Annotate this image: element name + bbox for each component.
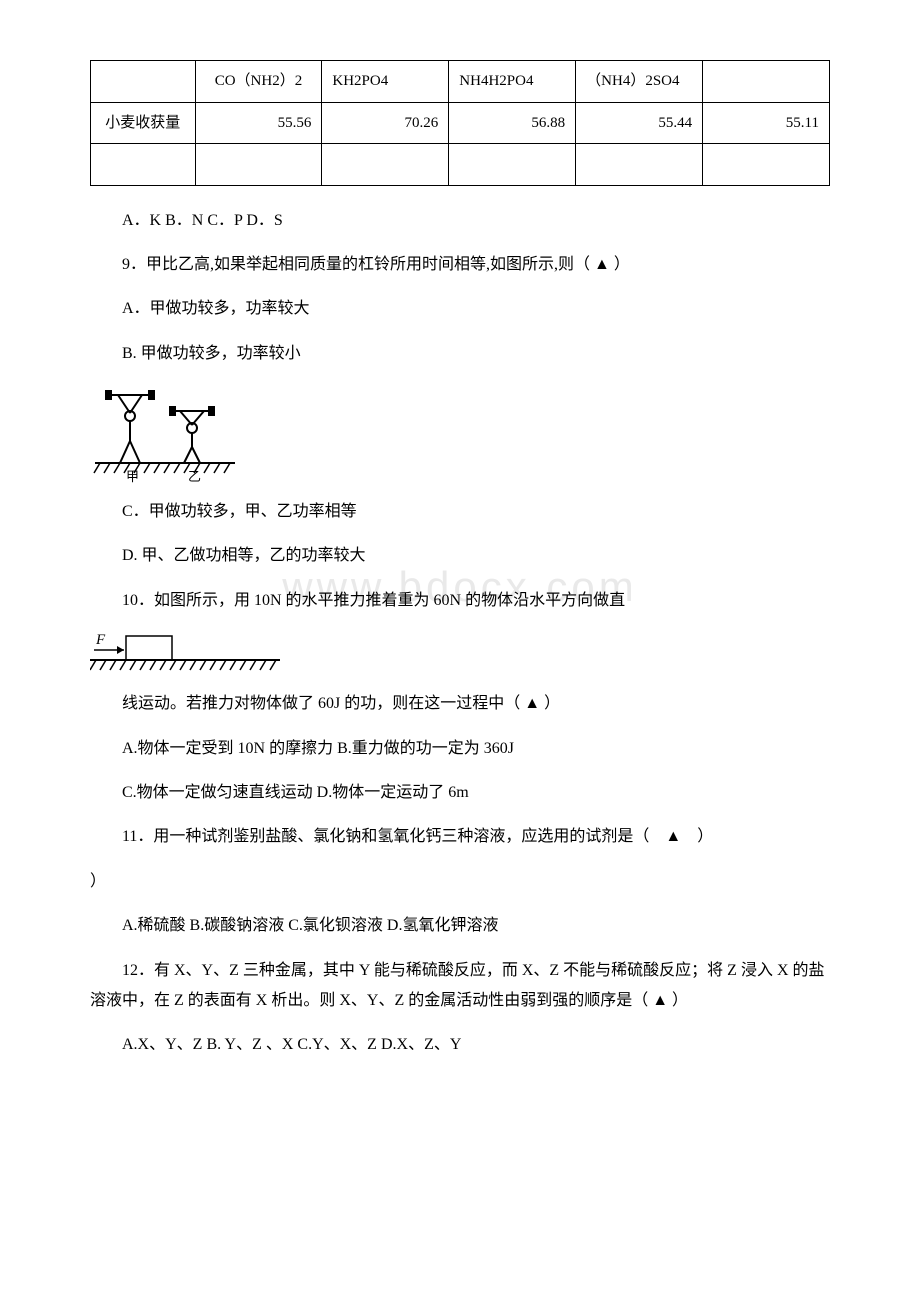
q10-figure: F [90,630,830,675]
q11-stem: 11．用一种试剂鉴别盐酸、氯化钠和氢氧化钙三种溶液，应选用的试剂是（ ▲ ） [90,822,830,852]
cell: NH4H2PO4 [449,61,576,103]
cell [449,144,576,186]
q11-tail: ） [90,867,830,897]
cell [195,144,322,186]
q10-stem: 10．如图所示，用 10N 的水平推力推着重为 60N 的物体沿水平方向做直 [90,586,830,616]
cell: 小麦收获量 [91,102,196,144]
q10-cont: 线运动。若推力对物体做了 60J 的功，则在这一过程中（ ▲ ） [90,689,830,719]
cell [576,144,703,186]
q9-figure: 甲 乙 [90,383,830,483]
q12-choices: A.X、Y、Z B. Y、Z 、X C.Y、X、Z D.X、Z、Y [90,1030,830,1060]
cell: 56.88 [449,102,576,144]
cell: 55.11 [703,102,830,144]
q10-options-ab: A.物体一定受到 10N 的摩擦力 B.重力做的功一定为 360J [90,734,830,764]
push-block-icon: F [90,630,280,675]
weightlifter-icon: 甲 乙 [90,383,240,483]
q10-options-cd: C.物体一定做匀速直线运动 D.物体一定运动了 6m [90,778,830,808]
fig-label-yi: 乙 [188,469,201,483]
cell: 70.26 [322,102,449,144]
cell: （NH4）2SO4 [576,61,703,103]
cell: 55.44 [576,102,703,144]
fig-label-jia: 甲 [126,469,139,483]
q9-option-c: C．甲做功较多，甲、乙功率相等 [90,497,830,527]
cell: 55.56 [195,102,322,144]
table-row: 小麦收获量 55.56 70.26 56.88 55.44 55.11 [91,102,830,144]
fig-label-f: F [95,632,106,648]
cell [91,144,196,186]
q8-choices: A．K B．N C．P D．S [90,206,830,236]
q9-stem: 9．甲比乙高,如果举起相同质量的杠铃所用时间相等,如图所示,则（ ▲ ） [90,250,830,280]
cell: CO（NH2）2 [195,61,322,103]
q9-option-b: B. 甲做功较多，功率较小 [90,339,830,369]
cell [322,144,449,186]
cell [703,144,830,186]
q11-choices: A.稀硫酸 B.碳酸钠溶液 C.氯化钡溶液 D.氢氧化钾溶液 [90,911,830,941]
data-table: CO（NH2）2 KH2PO4 NH4H2PO4 （NH4）2SO4 小麦收获量… [90,60,830,186]
q9-option-d: D. 甲、乙做功相等，乙的功率较大 [90,541,830,571]
q12-stem: 12．有 X、Y、Z 三种金属，其中 Y 能与稀硫酸反应，而 X、Z 不能与稀硫… [90,956,830,1017]
table-row [91,144,830,186]
cell [91,61,196,103]
cell [703,61,830,103]
cell: KH2PO4 [322,61,449,103]
q9-option-a: A．甲做功较多，功率较大 [90,294,830,324]
table-row: CO（NH2）2 KH2PO4 NH4H2PO4 （NH4）2SO4 [91,61,830,103]
